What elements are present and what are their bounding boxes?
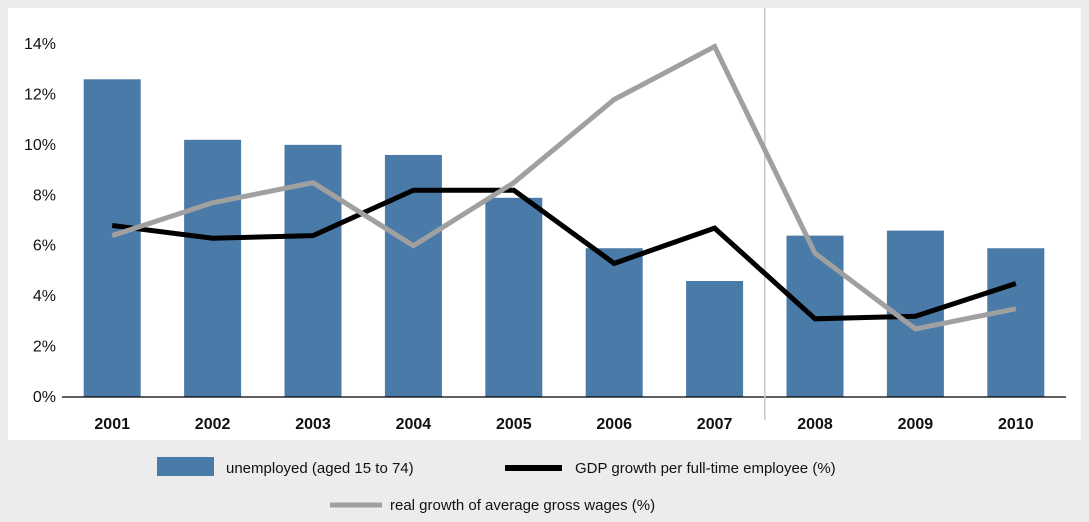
- legend-label-unemployed: unemployed (aged 15 to 74): [226, 460, 414, 477]
- y-tick-label: 12%: [24, 86, 56, 103]
- bar-2007: [686, 281, 744, 397]
- bar-2010: [987, 248, 1045, 397]
- category-label: 2004: [396, 416, 432, 433]
- bar-2001: [83, 79, 141, 398]
- line-series-2: [111, 43, 1017, 332]
- legend-swatch-unemployed: [157, 457, 214, 476]
- bar-2002: [184, 139, 242, 398]
- legend-label-wage-growth: real growth of average gross wages (%): [390, 497, 655, 514]
- y-tick-label: 8%: [33, 187, 56, 204]
- y-tick-label: 14%: [24, 36, 56, 53]
- category-label: 2005: [496, 416, 532, 433]
- tick-labels: 0% 2% 4% 6% 8% 10% 12% 14%: [24, 36, 56, 406]
- category-label: 2002: [195, 416, 231, 433]
- legend-label-gdp-growth: GDP growth per full-time employee (%): [575, 460, 836, 477]
- category-label: 2006: [596, 416, 632, 433]
- category-label: 2001: [94, 416, 130, 433]
- line-series-1: [111, 187, 1017, 322]
- y-tick-label: 4%: [33, 288, 56, 305]
- category-labels: 2001 2002 2003 2004 2005 2006 2007 2008 2009 2010: [94, 416, 1033, 433]
- axis-layer: [62, 8, 1066, 420]
- category-label: 2003: [295, 416, 331, 433]
- category-label: 2007: [697, 416, 733, 433]
- y-tick-label: 2%: [33, 339, 56, 356]
- legend: unemployed (aged 15 to 74) GDP growth per…: [157, 457, 836, 514]
- lines-layer: [111, 43, 1017, 332]
- y-tick-label: 6%: [33, 238, 56, 255]
- bar-2005: [485, 197, 543, 397]
- category-label: 2009: [898, 416, 934, 433]
- bar-2004: [384, 154, 442, 397]
- y-tick-label: 10%: [24, 137, 56, 154]
- category-label: 2008: [797, 416, 833, 433]
- bar-2006: [585, 248, 643, 397]
- category-label: 2010: [998, 416, 1034, 433]
- y-tick-label: 0%: [33, 389, 56, 406]
- bars-layer: [83, 79, 1045, 398]
